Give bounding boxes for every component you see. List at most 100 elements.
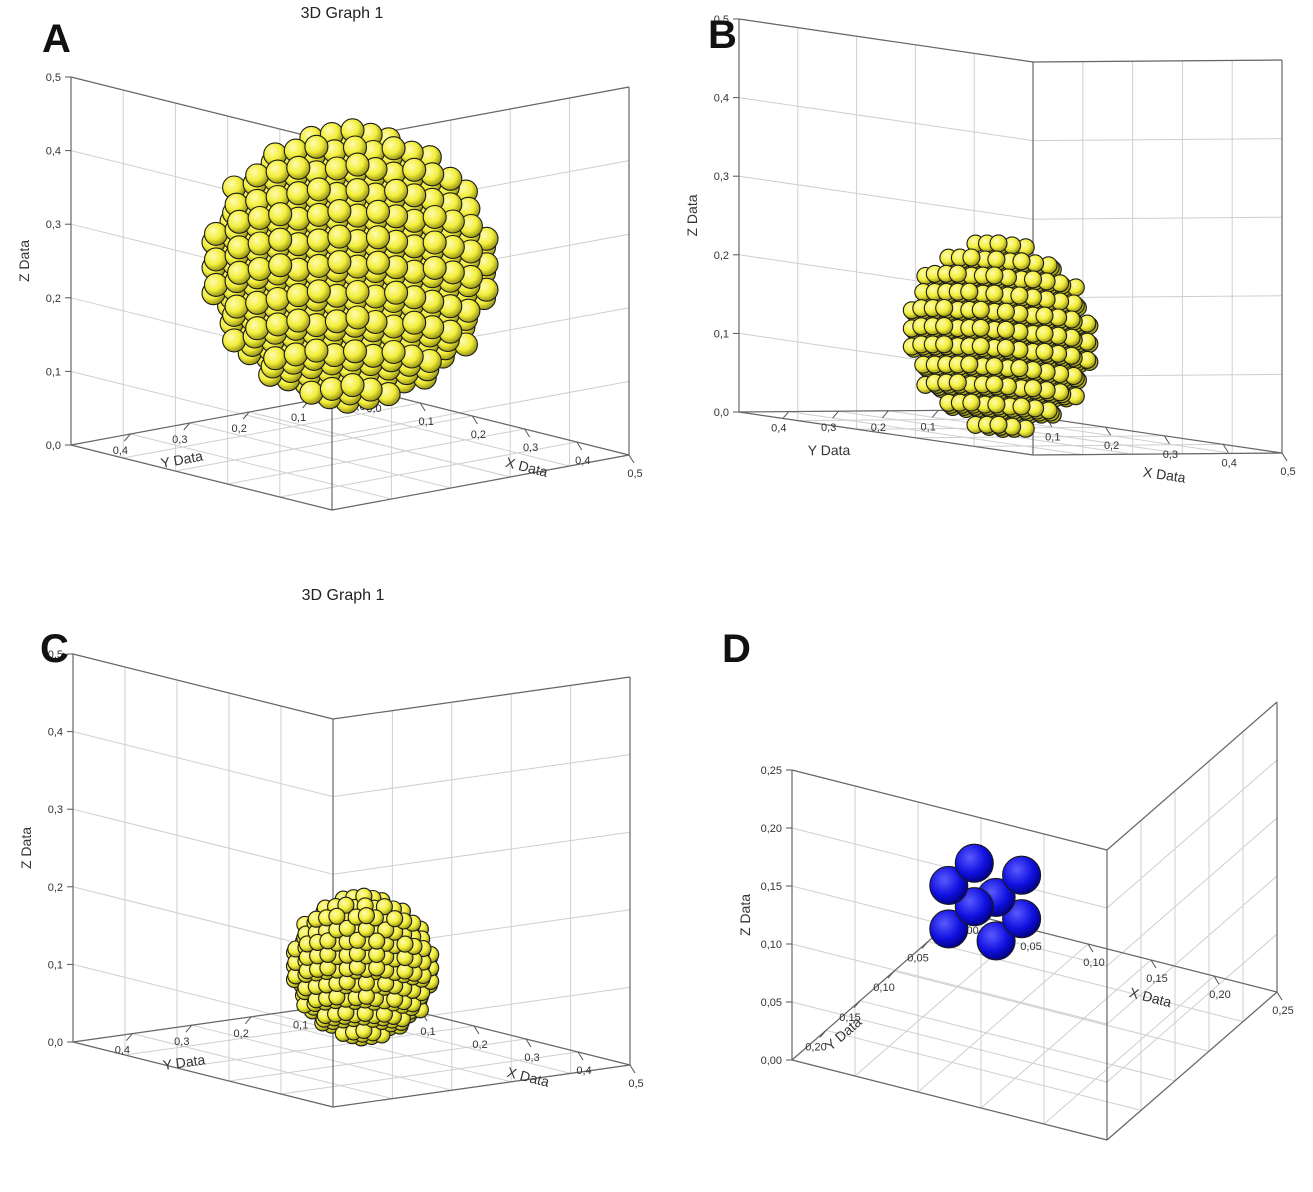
sphere-marker: [381, 136, 406, 161]
y-tick: [124, 433, 131, 442]
x-tick: [629, 1064, 636, 1074]
sphere-marker: [954, 887, 994, 927]
x-tick: [1150, 959, 1157, 969]
sphere-marker: [304, 134, 329, 159]
x-tick: [1213, 975, 1220, 985]
y-tick-label: 0,1: [291, 412, 306, 424]
grid-line: [1106, 875, 1278, 1025]
grid-line: [228, 1038, 527, 1082]
sphere-marker: [365, 225, 391, 250]
y-tick-label: 0,2: [232, 423, 247, 435]
grid-line: [791, 943, 1108, 1025]
x-tick-label: 0,2: [1104, 440, 1119, 452]
sphere-marker: [299, 380, 324, 405]
sphere-marker: [985, 375, 1004, 394]
y-axis-label: Y Data: [159, 448, 204, 472]
grid-line: [332, 831, 631, 875]
z-tick-label: 0,3: [714, 171, 729, 183]
y-tick-label: 0,3: [821, 422, 836, 434]
grid-line: [251, 1016, 512, 1083]
grid-line: [927, 941, 1244, 1023]
grid-line: [72, 808, 334, 875]
y-tick-label: 0,15: [839, 1012, 860, 1024]
sphere-marker: [327, 224, 352, 249]
x-tick: [1163, 435, 1170, 445]
y-tick: [882, 410, 889, 419]
grid-line: [332, 754, 631, 798]
frame-edge: [1032, 59, 1283, 63]
sphere-marker: [996, 338, 1015, 358]
sphere-marker: [222, 328, 247, 353]
sphere-marker: [286, 155, 311, 180]
y-tick-label: 0,2: [234, 1028, 249, 1040]
x-tick-label: 0,4: [575, 455, 590, 467]
sphere-marker: [306, 177, 331, 202]
y-tick-label: 0,4: [115, 1045, 130, 1057]
data-points: [285, 887, 440, 1047]
grid-line: [888, 410, 1183, 455]
sphere-marker: [954, 843, 994, 883]
y-tick-label: 0,4: [113, 445, 128, 457]
sphere-marker: [247, 231, 272, 256]
frame-edge: [791, 769, 1108, 851]
z-tick-label: 0,0: [46, 440, 61, 452]
grid-line: [123, 402, 421, 459]
grid-line: [859, 1000, 1176, 1082]
sphere-marker: [1035, 324, 1054, 343]
grid-line: [738, 97, 1034, 142]
grid-line: [788, 411, 1083, 456]
sphere-marker: [327, 199, 352, 224]
sphere-marker: [227, 209, 252, 234]
panel-letter: B: [708, 13, 737, 57]
grid-line: [1043, 975, 1215, 1125]
x-tick: [419, 402, 426, 412]
sphere-marker: [268, 227, 293, 252]
panel-letter: C: [40, 627, 69, 671]
y-tick: [832, 410, 839, 419]
sphere-marker: [1002, 855, 1042, 895]
z-tick-label: 0,4: [48, 727, 63, 739]
y-tick-label: 0,05: [907, 953, 928, 965]
y-tick-label: 0,3: [172, 434, 187, 446]
x-tick: [1281, 452, 1288, 462]
z-tick-label: 0,00: [761, 1055, 782, 1067]
sphere-marker: [327, 250, 352, 275]
sphere-marker: [286, 283, 311, 308]
sphere-marker: [402, 157, 427, 182]
z-axis-label: Z Data: [16, 240, 32, 282]
sphere-marker: [960, 282, 979, 301]
grid-line: [189, 422, 451, 489]
sphere-marker: [996, 320, 1015, 339]
z-axis-ticks: 0,0 0,1 0,2 0,3 0,4 0,5: [48, 649, 73, 1049]
z-tick-label: 0,4: [714, 93, 729, 105]
grid-line: [72, 963, 334, 1030]
y-tick: [853, 1000, 861, 1009]
z-axis-ticks: 0,0 0,1 0,2 0,3 0,4 0,5: [46, 72, 71, 452]
y-tick: [185, 1024, 193, 1033]
sphere-marker: [357, 907, 375, 925]
grid-line: [1106, 933, 1278, 1083]
panel-letter: D: [722, 627, 751, 671]
sphere-marker: [384, 178, 409, 203]
x-tick: [577, 1051, 584, 1061]
grid-line: [72, 886, 334, 953]
x-axis-label: X Data: [504, 454, 550, 480]
frame-edge: [367, 389, 630, 456]
sphere-marker: [286, 181, 311, 206]
z-tick-label: 0,5: [48, 649, 63, 661]
sphere-marker: [948, 264, 967, 283]
sphere-marker: [929, 909, 969, 949]
sphere-marker: [985, 266, 1004, 285]
z-tick-label: 0,1: [46, 366, 61, 378]
data-points: [201, 118, 499, 414]
z-tick-label: 0,4: [46, 146, 61, 158]
z-tick-label: 0,1: [714, 328, 729, 340]
sphere-marker: [304, 338, 329, 363]
x-tick-label: 0,3: [524, 1052, 539, 1064]
grid-line: [893, 970, 1210, 1052]
y-tick-label: 0,1: [921, 421, 936, 433]
y-axis-label: Y Data: [808, 442, 851, 458]
chart-title: 3D Graph 1: [302, 587, 385, 604]
sphere-marker: [263, 346, 288, 371]
